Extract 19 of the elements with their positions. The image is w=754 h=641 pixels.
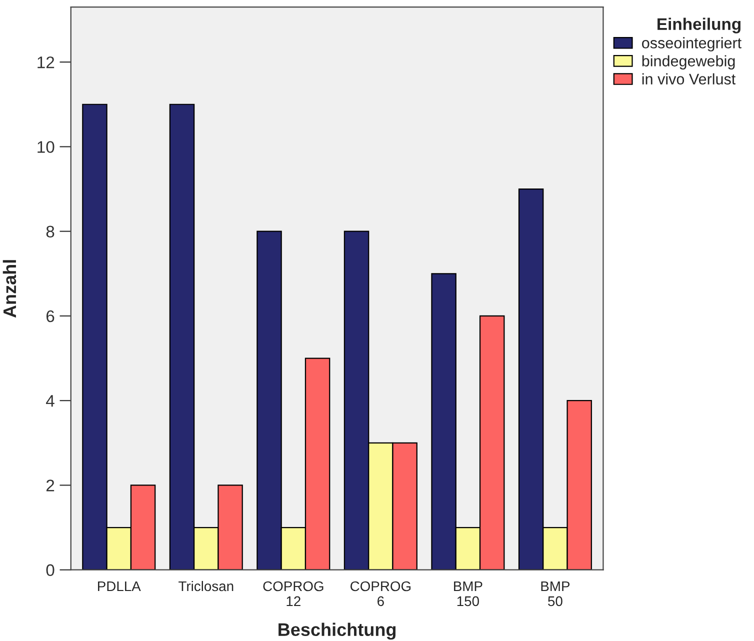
legend-title: Einheilung: [658, 18, 740, 34]
y-tick-label: 10: [38, 141, 54, 153]
x-tick-label: BMP 150: [454, 581, 482, 606]
y-tick-label: 2: [46, 480, 54, 492]
y-tick-label: 12: [38, 56, 54, 68]
x-tick-label: PDLLA: [98, 581, 141, 592]
x-tick-label: COPROG 6: [350, 581, 410, 606]
y-tick-label: 8: [46, 226, 54, 238]
legend-label: in vivo Verlust: [642, 73, 736, 85]
x-tick-label: Triclosan: [178, 580, 234, 592]
x-axis-title: Beschichtung: [278, 622, 396, 640]
x-tick-label: BMP 50: [541, 581, 570, 606]
x-tick-label: COPROG 12: [263, 581, 324, 606]
y-tick-label: 4: [46, 395, 54, 407]
y-tick-label: 6: [46, 310, 54, 322]
y-axis-title: Anzahl: [2, 260, 16, 318]
legend-label: bindegewebig: [642, 55, 735, 70]
legend-label: osseointegriert: [642, 37, 742, 52]
y-tick-label: 0: [46, 564, 54, 576]
